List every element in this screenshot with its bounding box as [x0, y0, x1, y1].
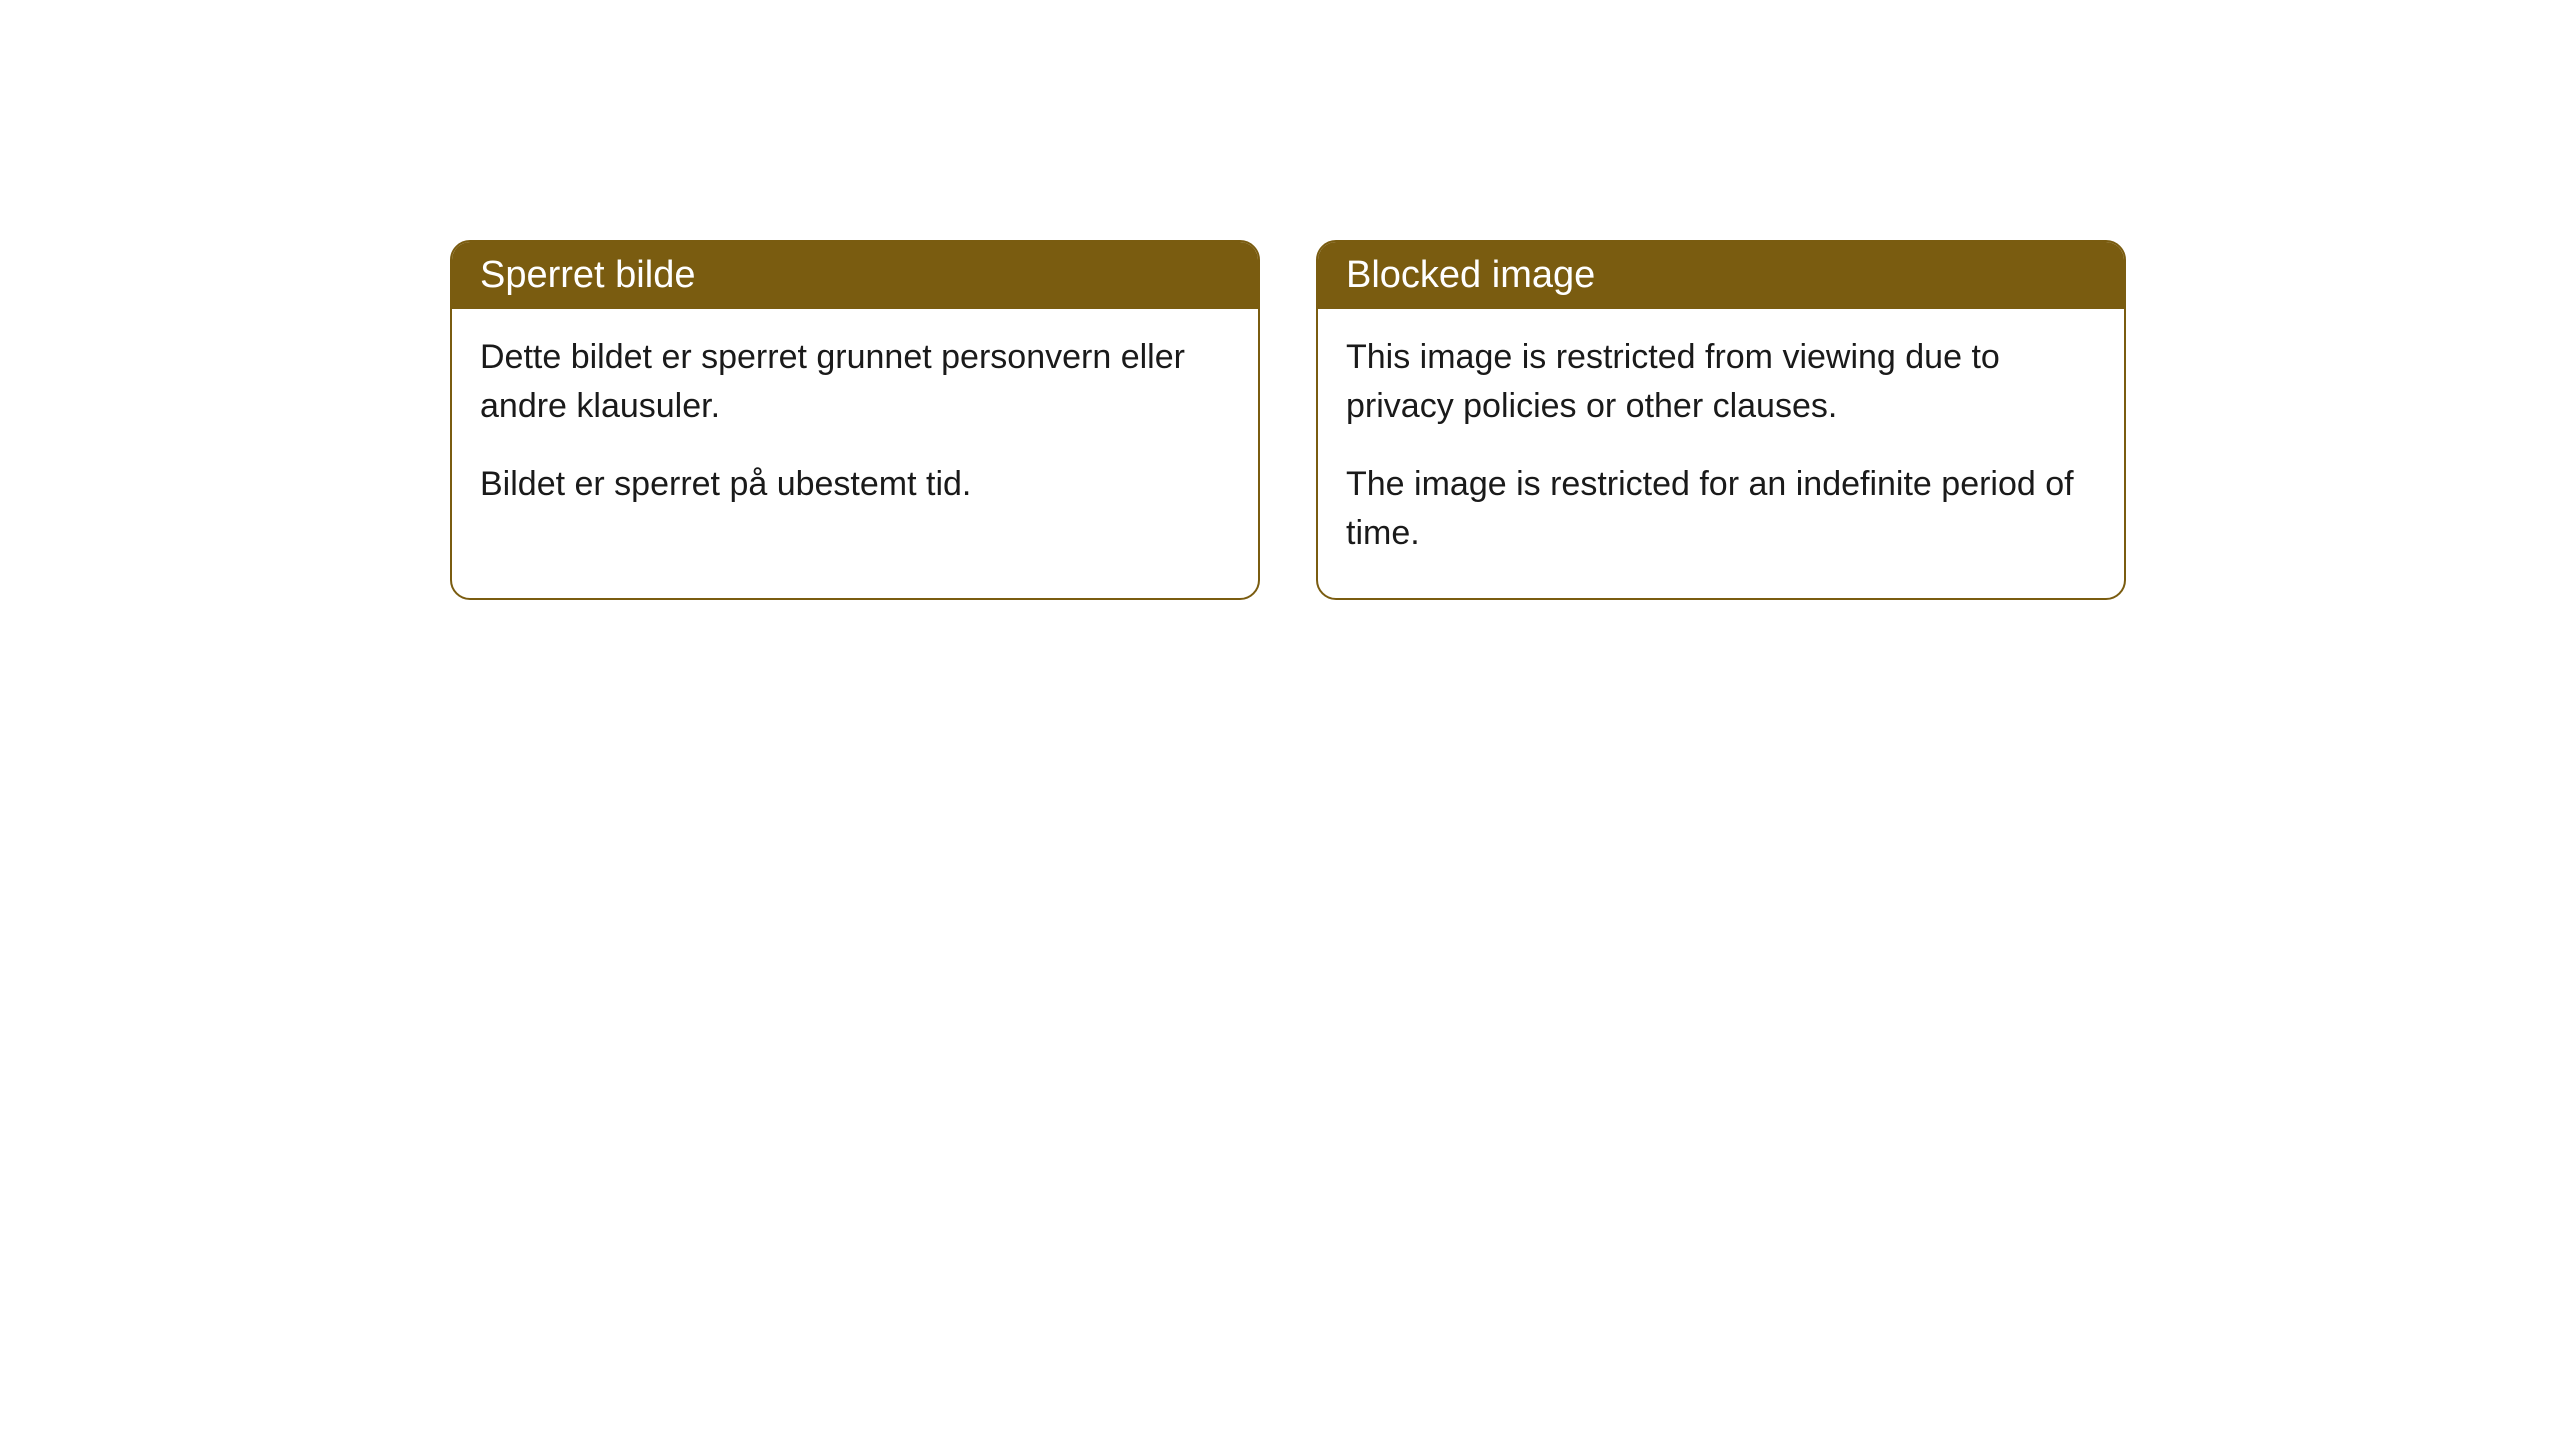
blocked-image-card-norwegian: Sperret bilde Dette bildet er sperret gr…	[450, 240, 1260, 600]
card-title: Blocked image	[1346, 254, 1595, 296]
card-paragraph: The image is restricted for an indefinit…	[1346, 460, 2096, 559]
card-title: Sperret bilde	[480, 254, 695, 296]
card-paragraph: Bildet er sperret på ubestemt tid.	[480, 460, 1230, 509]
info-cards-container: Sperret bilde Dette bildet er sperret gr…	[450, 240, 2126, 600]
blocked-image-card-english: Blocked image This image is restricted f…	[1316, 240, 2126, 600]
card-paragraph: This image is restricted from viewing du…	[1346, 333, 2096, 432]
card-body: This image is restricted from viewing du…	[1318, 309, 2124, 598]
card-header: Blocked image	[1318, 242, 2124, 309]
card-paragraph: Dette bildet er sperret grunnet personve…	[480, 333, 1230, 432]
card-header: Sperret bilde	[452, 242, 1258, 309]
card-body: Dette bildet er sperret grunnet personve…	[452, 309, 1258, 549]
